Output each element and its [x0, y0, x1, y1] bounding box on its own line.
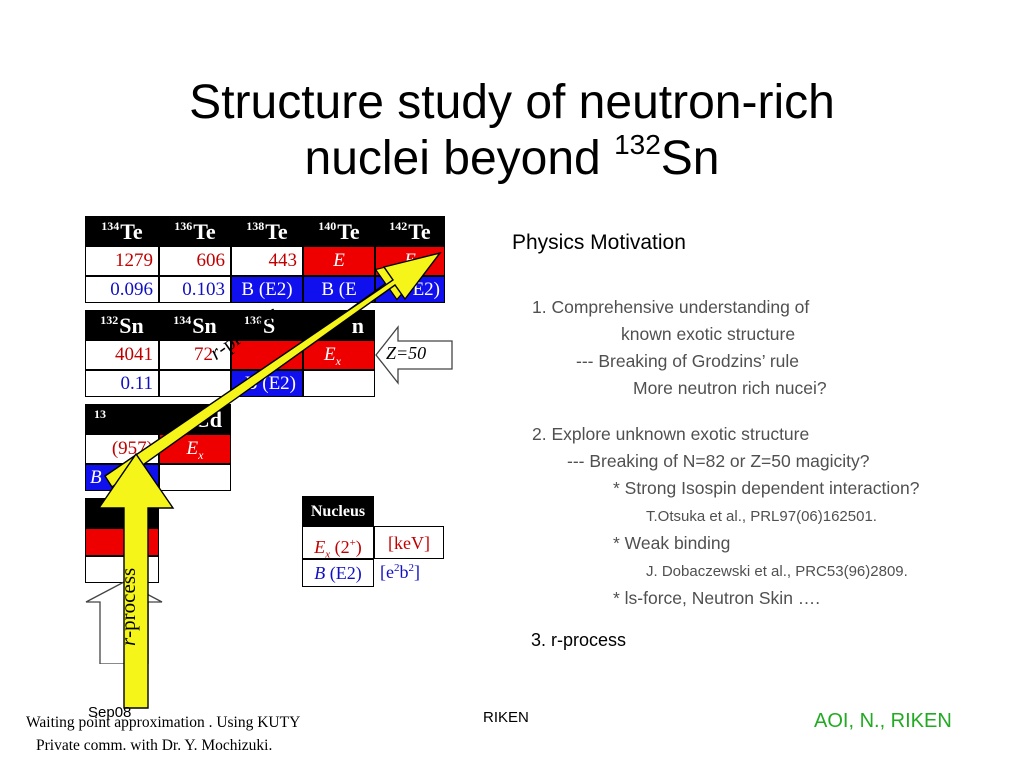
cd-132-be2: [159, 464, 231, 491]
r-process-vertical-arrow-icon: [97, 452, 175, 709]
motivation-ref-otsuka: T.Otsuka et al., PRL97(06)162501.: [646, 508, 877, 525]
sn-132-be2: 0.11: [85, 370, 159, 397]
footer-note-line1: Waiting point approximation . Using KUTY: [26, 714, 301, 731]
footer-date: Sep08: [88, 704, 132, 721]
sn-138-ex: Ex: [303, 340, 375, 370]
legend-header: Nucleus: [302, 496, 374, 526]
te-136-ex: 606: [159, 246, 231, 276]
sn-134-be2: [159, 370, 231, 397]
title-line-2: nuclei beyond 132Sn: [304, 129, 720, 186]
motivation-p1-line3: --- Breaking of Grodzins’ rule: [576, 351, 800, 371]
motivation-heading: Physics Motivation: [512, 231, 686, 254]
footer-author: AOI, N., RIKEN: [814, 710, 952, 732]
sn-134-ex: 72: [159, 340, 231, 370]
te-140-header: 140Te: [303, 216, 375, 246]
motivation-p2-line3: * Strong Isospin dependent interaction?: [613, 478, 920, 498]
motivation-p1-line1: 1. Comprehensive understanding of: [532, 297, 810, 317]
sn-138-be2: [303, 370, 375, 397]
legend-e2b2: [e2b2]: [380, 562, 420, 582]
cd-132-ex: Ex: [159, 434, 231, 464]
te-140-ex: E: [303, 246, 375, 276]
te-136-header: 136Te: [159, 216, 231, 246]
motivation-p2-line4: * Weak binding: [613, 533, 731, 553]
sn-132-header: 132Sn: [85, 310, 159, 340]
legend-ex: Ex (2+): [302, 526, 374, 559]
r-process-diagonal-arrow-icon: [104, 251, 442, 488]
motivation-p1-line4: More neutron rich nucei?: [633, 378, 827, 398]
te-138-header: 138Te: [231, 216, 303, 246]
motivation-p1-line2: known exotic structure: [621, 324, 796, 344]
te-142-header: 142Te: [375, 216, 445, 246]
motivation-p2-line1: 2. Explore unknown exotic structure: [532, 424, 810, 444]
sn-136-header: 136S: [231, 310, 303, 340]
te-134-be2: 0.096: [85, 276, 159, 303]
te-136-be2: 0.103: [159, 276, 231, 303]
motivation-p3: 3. r-process: [531, 630, 627, 650]
slide-title: Structure study of neutron-rich nuclei b…: [0, 75, 1024, 187]
te-134-ex: 1279: [85, 246, 159, 276]
footer-center: RIKEN: [483, 709, 529, 726]
motivation-p2-line2: --- Breaking of N=82 or Z=50 magicity?: [567, 451, 870, 471]
title-line-1: Structure study of neutron-rich: [189, 76, 835, 129]
cd-130-header: 13: [85, 404, 159, 434]
te-134-header: 134Te: [85, 216, 159, 246]
motivation-p2-line5: * ls-force, Neutron Skin ….: [613, 588, 821, 608]
te-138-ex: 443: [231, 246, 303, 276]
legend-be2: B (E2): [302, 559, 374, 587]
sn-132-ex: 4041: [85, 340, 159, 370]
z50-arrow-icon: [375, 325, 453, 385]
sn-134-header: 134Sn: [159, 310, 231, 340]
footer-note-line2: Private comm. with Dr. Y. Mochizuki.: [36, 737, 273, 754]
legend-kev: [keV]: [374, 526, 444, 559]
te-138-be2: B (E2): [231, 276, 303, 303]
te-140-be2: B (E: [303, 276, 375, 303]
z50-label: Z=50: [386, 343, 427, 363]
motivation-ref-dobaczewski: J. Dobaczewski et al., PRC53(96)2809.: [646, 563, 908, 580]
vertical-arrow-label: r-process: [116, 567, 140, 646]
